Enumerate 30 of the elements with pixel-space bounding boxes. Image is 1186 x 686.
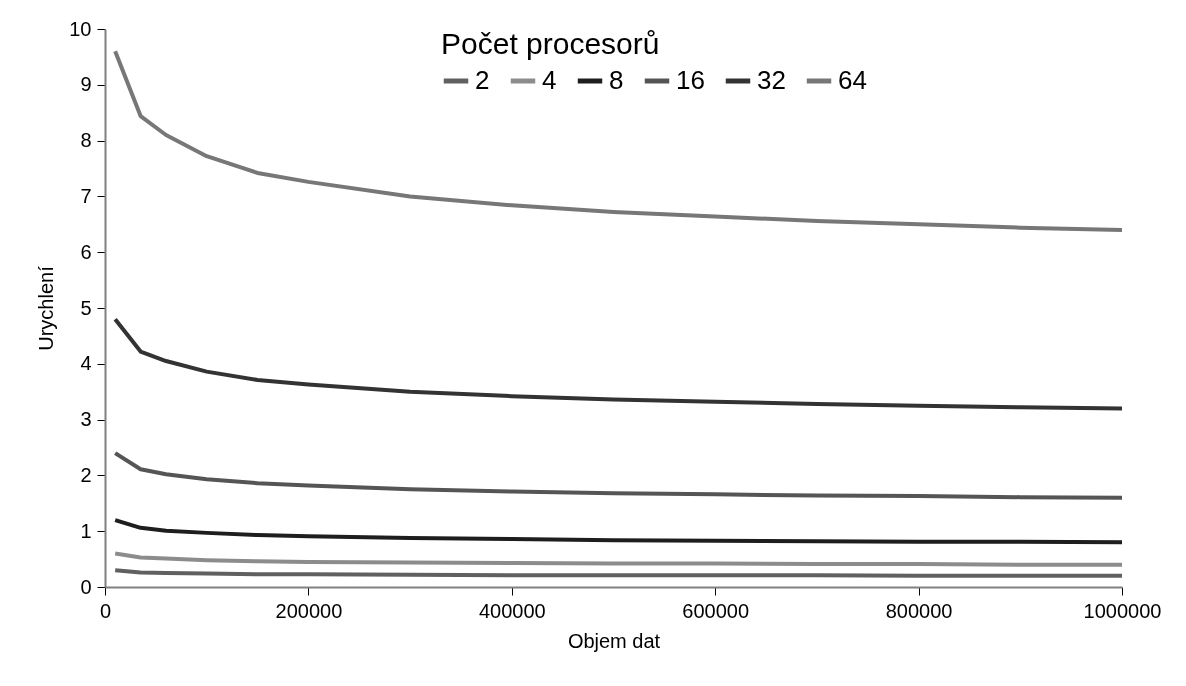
- x-tick-label: 600000: [682, 599, 750, 622]
- x-tick-label: 1000000: [1083, 599, 1162, 622]
- y-tick-label: 0: [80, 575, 92, 598]
- y-tick-label: 4: [80, 352, 92, 375]
- y-tick-label: 1: [80, 519, 92, 542]
- line-series: [113, 451, 1122, 500]
- y-tick-label: 9: [80, 73, 92, 96]
- legend-label: 16: [676, 65, 705, 95]
- y-tick-label: 6: [80, 240, 92, 263]
- legend-label: 64: [838, 65, 867, 95]
- y-tick-label: 2: [80, 463, 92, 486]
- legend-label: 2: [475, 65, 490, 95]
- legend-label: 32: [757, 65, 786, 95]
- x-tick-label: 800000: [885, 599, 953, 622]
- legend-label: 4: [542, 65, 557, 95]
- y-axis-title: Urychlení: [35, 265, 58, 351]
- x-axis-title: Objem dat: [567, 629, 661, 652]
- line-series: [113, 317, 1122, 411]
- y-tick-label: 7: [80, 184, 92, 207]
- legend-title: Počet procesorů: [441, 27, 660, 60]
- y-tick-label: 5: [80, 296, 92, 319]
- line-series: [113, 518, 1122, 545]
- y-tick-label: 8: [80, 129, 92, 152]
- x-tick-label: 400000: [478, 599, 546, 622]
- y-tick-label: 10: [69, 17, 92, 40]
- legend-label: 8: [609, 65, 624, 95]
- x-tick-label: 200000: [275, 599, 343, 622]
- line-series: [113, 551, 1122, 567]
- y-tick-label: 3: [80, 408, 92, 431]
- x-tick-label: 0: [99, 599, 112, 622]
